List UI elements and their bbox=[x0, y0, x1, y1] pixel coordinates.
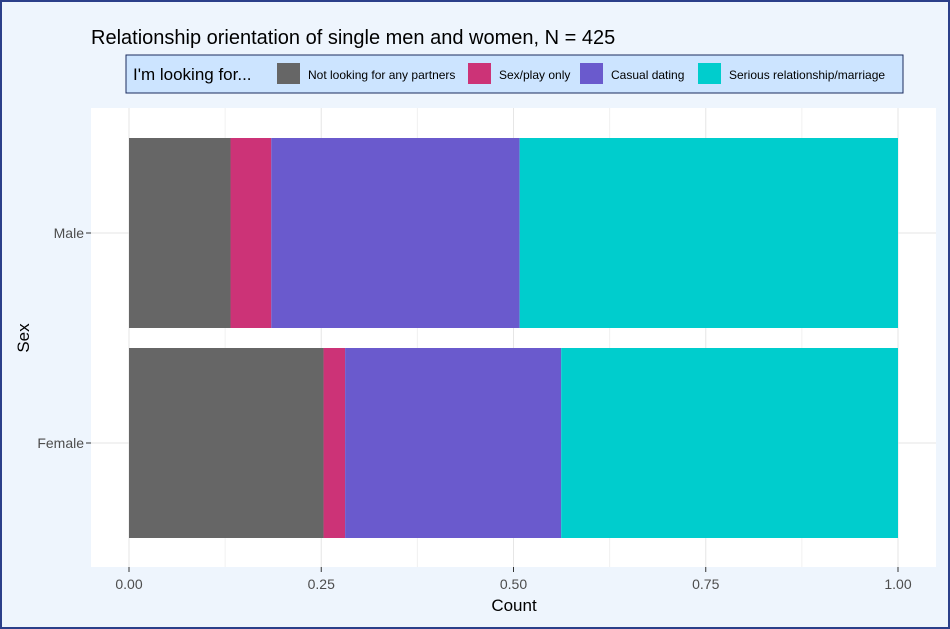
legend-key-sex-play-only bbox=[468, 63, 491, 84]
legend-box bbox=[125, 54, 904, 94]
bar-male-sex-play-only bbox=[230, 138, 272, 328]
x-tick-label: 0.50 bbox=[500, 576, 527, 592]
bar-male-casual-dating bbox=[271, 138, 520, 328]
legend-label-sex-play-only: Sex/play only bbox=[499, 68, 570, 82]
legend-label-casual-dating: Casual dating bbox=[611, 68, 684, 82]
legend-key-casual-dating bbox=[580, 63, 603, 84]
bar-female-sex-play-only bbox=[323, 348, 346, 538]
y-axis-label: Sex bbox=[14, 323, 33, 353]
x-axis-label: Count bbox=[491, 596, 537, 615]
legend-items: Not looking for any partners Sex/play onl… bbox=[277, 63, 885, 84]
y-axis: Male Female bbox=[37, 225, 91, 451]
legend-key-serious-relationship-marriage bbox=[698, 63, 721, 84]
legend: I'm looking for... Not looking for any p… bbox=[125, 54, 904, 94]
chart-title: Relationship orientation of single men a… bbox=[91, 27, 615, 49]
legend-label-not-looking-for-any-partners: Not looking for any partners bbox=[308, 68, 455, 82]
legend-label-serious-relationship-marriage: Serious relationship/marriage bbox=[729, 68, 885, 82]
x-tick-label: 0.75 bbox=[692, 576, 719, 592]
bar-female-not-looking-for-any-partners bbox=[129, 348, 324, 538]
x-tick-label: 0.00 bbox=[115, 576, 142, 592]
bar-male-not-looking-for-any-partners bbox=[129, 138, 231, 328]
x-tick-label: 0.25 bbox=[308, 576, 335, 592]
legend-key-not-looking-for-any-partners bbox=[277, 63, 300, 84]
x-axis: 0.00 0.25 0.50 0.75 1.00 bbox=[115, 567, 912, 592]
bar-female-casual-dating bbox=[345, 348, 562, 538]
bar-male-serious-relationship-marriage bbox=[519, 138, 898, 328]
y-tick-label: Male bbox=[54, 225, 85, 241]
y-tick-label: Female bbox=[37, 435, 84, 451]
legend-title: I'm looking for... bbox=[133, 65, 252, 84]
bar-female-serious-relationship-marriage bbox=[561, 348, 898, 538]
x-tick-label: 1.00 bbox=[884, 576, 911, 592]
bars-group bbox=[129, 138, 898, 538]
